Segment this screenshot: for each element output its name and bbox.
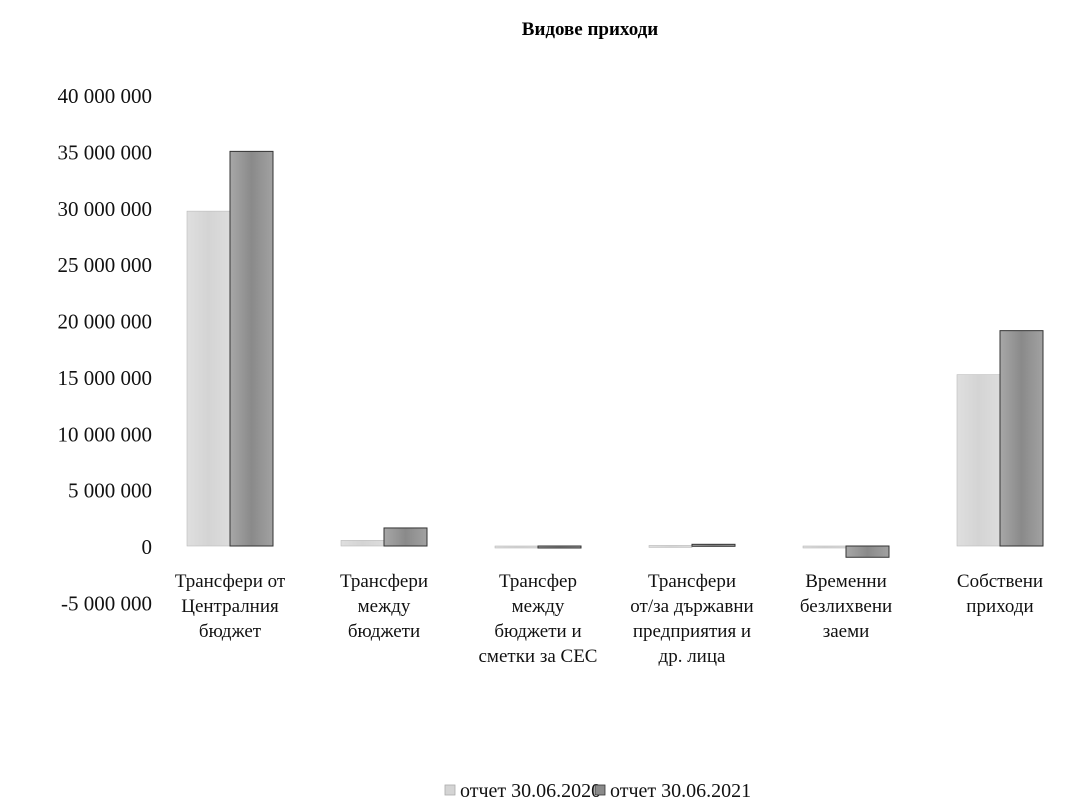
y-tick-label: 5 000 000 [68, 479, 152, 503]
bar-2020 [956, 374, 1001, 547]
y-tick-label: -5 000 000 [61, 591, 152, 615]
category-label: Трансфер между бюджети и сметки за СЕС [479, 571, 598, 667]
y-tick-label: 35 000 000 [58, 140, 153, 164]
category-labels: Трансфери от Централния бюджет Трансфери меж… [175, 571, 1043, 667]
category-label: Трансфери от/за държавни предприятия и др. … [630, 571, 753, 667]
bar-2021 [229, 150, 274, 547]
bar-2021 [691, 543, 736, 547]
bar-2021 [845, 545, 890, 558]
bar-2021 [537, 545, 582, 549]
bar-2020 [186, 210, 231, 547]
legend-label: отчет 30.06.2020 [460, 780, 601, 802]
y-tick-label: 10 000 000 [58, 422, 153, 446]
y-axis-tick-labels: 40 000 000 35 000 000 30 000 000 25 000 000… [58, 84, 153, 615]
category-label: Временни безлихвени заеми [800, 571, 892, 642]
y-tick-label: 40 000 000 [58, 84, 153, 108]
legend-label: отчет 30.06.2021 [610, 780, 751, 802]
category-label: Трансфери между бюджети [340, 571, 428, 642]
category-label: Собствени приходи [957, 571, 1043, 617]
bar-2020 [494, 545, 539, 549]
legend-swatch [594, 784, 606, 796]
bars [186, 150, 1044, 558]
bar-2020 [802, 545, 847, 549]
y-tick-label: 15 000 000 [58, 366, 153, 390]
y-tick-label: 30 000 000 [58, 197, 153, 221]
bar-2020 [648, 545, 693, 548]
y-tick-label: 20 000 000 [58, 310, 153, 334]
bar-2021 [999, 330, 1044, 547]
category-label: Трансфери от Централния бюджет [175, 571, 286, 642]
y-tick-label: 0 [142, 535, 153, 559]
legend-swatch [444, 784, 456, 796]
bar-2020 [340, 540, 385, 547]
legend: отчет 30.06.2020 отчет 30.06.2021 [444, 780, 751, 802]
bar-2021 [383, 527, 428, 547]
y-tick-label: 25 000 000 [58, 253, 153, 277]
chart-title: Видове приходи [522, 19, 659, 40]
